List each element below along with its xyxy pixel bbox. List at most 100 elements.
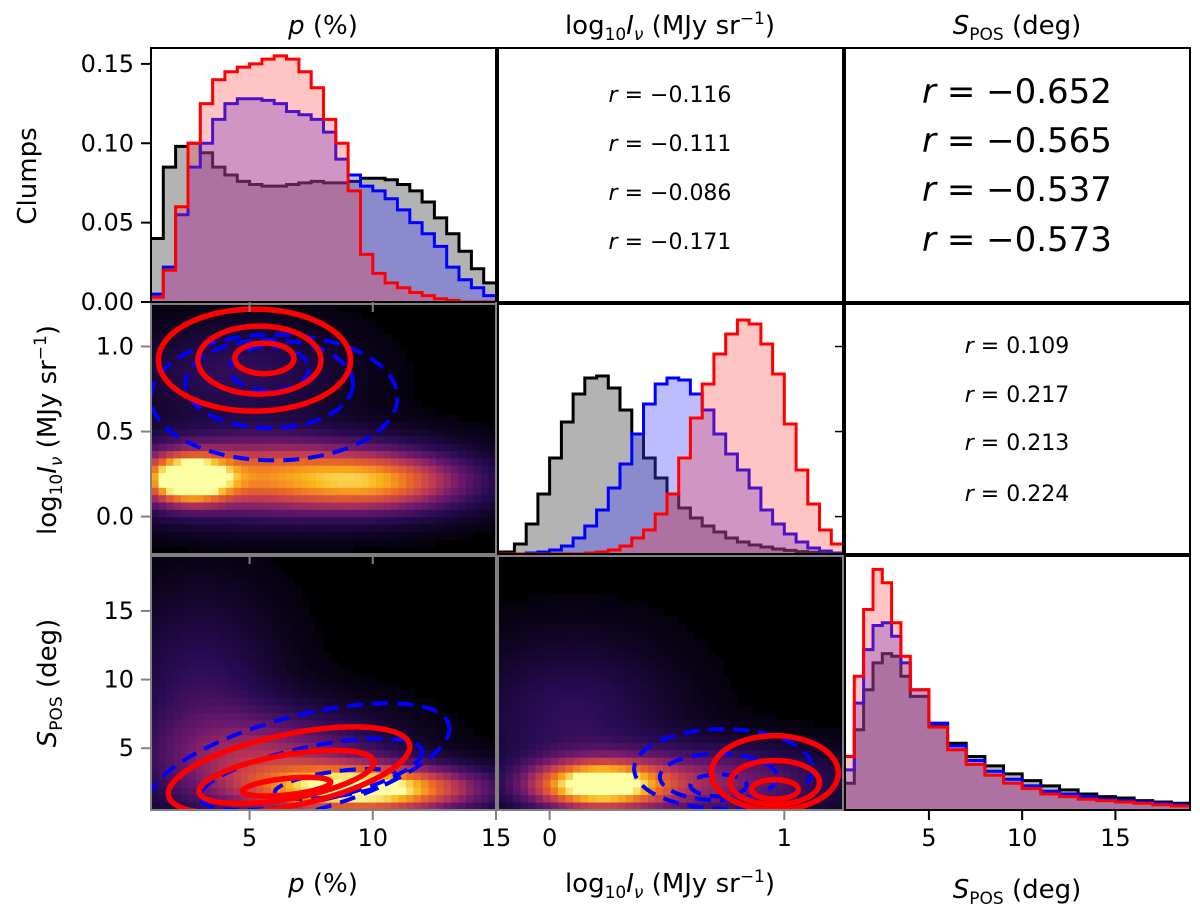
density-cell bbox=[286, 578, 295, 587]
density-cell bbox=[278, 487, 287, 496]
density-cell bbox=[293, 318, 302, 327]
density-cell bbox=[286, 735, 295, 744]
density-cell bbox=[708, 660, 717, 669]
density-cell bbox=[361, 690, 370, 699]
density-cell bbox=[196, 517, 205, 526]
density-cell bbox=[226, 645, 235, 654]
density-cell bbox=[428, 712, 437, 721]
density-cell bbox=[715, 757, 724, 766]
density-cell bbox=[413, 531, 422, 540]
density-cell bbox=[655, 750, 664, 759]
density-cell bbox=[346, 727, 355, 736]
density-cell bbox=[218, 787, 227, 796]
density-cell bbox=[256, 690, 265, 699]
density-cell bbox=[173, 304, 182, 312]
density-cell bbox=[286, 495, 295, 504]
density-cell bbox=[488, 436, 496, 445]
density-cell bbox=[715, 772, 724, 781]
density-cell bbox=[368, 414, 377, 423]
density-cell bbox=[226, 608, 235, 617]
density-cell bbox=[263, 615, 272, 624]
density-cell bbox=[158, 517, 167, 526]
density-cell bbox=[595, 742, 604, 751]
density-cell bbox=[158, 362, 167, 371]
density-cell bbox=[271, 399, 280, 408]
density-cell bbox=[473, 458, 482, 467]
density-cell bbox=[436, 414, 445, 423]
density-cell bbox=[263, 780, 272, 789]
density-cell bbox=[588, 787, 597, 796]
density-cell bbox=[323, 436, 332, 445]
density-cell bbox=[443, 502, 452, 511]
density-cell bbox=[211, 578, 220, 587]
density-cell bbox=[428, 765, 437, 774]
density-cell bbox=[513, 780, 522, 789]
density-cell bbox=[595, 593, 604, 602]
contours-I-vs-S-red-contour-2 bbox=[708, 733, 842, 810]
density-cell bbox=[158, 742, 167, 751]
density-cell bbox=[580, 668, 589, 677]
density-cell bbox=[301, 524, 310, 533]
density-cell bbox=[376, 683, 385, 692]
density-cell bbox=[708, 690, 717, 699]
density-cell bbox=[338, 546, 347, 554]
density-cell bbox=[331, 765, 340, 774]
density-cell bbox=[233, 480, 242, 489]
density-cell bbox=[158, 757, 167, 766]
density-cell bbox=[528, 735, 537, 744]
density-cell bbox=[271, 705, 280, 714]
density-cell bbox=[166, 392, 175, 401]
density-cell bbox=[248, 421, 257, 430]
density-cell bbox=[383, 772, 392, 781]
density-cell bbox=[308, 311, 317, 320]
density-cell bbox=[278, 318, 287, 327]
density-cell bbox=[543, 787, 552, 796]
density-cell bbox=[271, 742, 280, 751]
density-cell bbox=[166, 318, 175, 327]
density-cell bbox=[505, 638, 514, 647]
density-cell bbox=[398, 765, 407, 774]
density-cell bbox=[173, 780, 182, 789]
ytick-label-S: 5 bbox=[119, 734, 134, 762]
density-cell bbox=[550, 615, 559, 624]
density-cell bbox=[588, 735, 597, 744]
xtick-label-p: 10 bbox=[358, 824, 389, 852]
density-cell bbox=[513, 653, 522, 662]
density-cell bbox=[316, 675, 325, 684]
density-cell bbox=[151, 509, 160, 518]
density-cell bbox=[451, 414, 460, 423]
density-cell bbox=[655, 727, 664, 736]
density-cell bbox=[188, 668, 197, 677]
density-cell bbox=[203, 556, 212, 565]
density-cell bbox=[158, 406, 167, 415]
density-cell bbox=[376, 406, 385, 415]
density-cell bbox=[286, 436, 295, 445]
density-cell bbox=[790, 720, 799, 729]
density-cell bbox=[293, 638, 302, 647]
density-cell bbox=[768, 742, 777, 751]
density-cell bbox=[263, 311, 272, 320]
density-cell bbox=[226, 429, 235, 437]
density-cell bbox=[158, 668, 167, 677]
density-cell bbox=[158, 436, 167, 445]
density-cell bbox=[595, 727, 604, 736]
density-cell bbox=[368, 362, 377, 371]
density-cell bbox=[263, 623, 272, 632]
density-cell bbox=[413, 802, 422, 810]
density-cell bbox=[241, 326, 250, 335]
density-cell bbox=[241, 502, 250, 511]
density-cell bbox=[301, 443, 310, 452]
density-cell bbox=[256, 311, 265, 320]
density-cell bbox=[353, 765, 362, 774]
density-cell bbox=[466, 480, 475, 489]
density-cell bbox=[181, 675, 190, 684]
density-cell bbox=[376, 539, 385, 548]
density-cell bbox=[293, 660, 302, 669]
density-cell bbox=[151, 750, 160, 759]
density-cell bbox=[286, 443, 295, 452]
density-cell bbox=[203, 683, 212, 692]
density-cell bbox=[271, 429, 280, 437]
density-cell bbox=[241, 556, 250, 565]
contours-I-vs-S-blue-contour-0 bbox=[688, 772, 749, 799]
density-cell bbox=[488, 465, 496, 474]
